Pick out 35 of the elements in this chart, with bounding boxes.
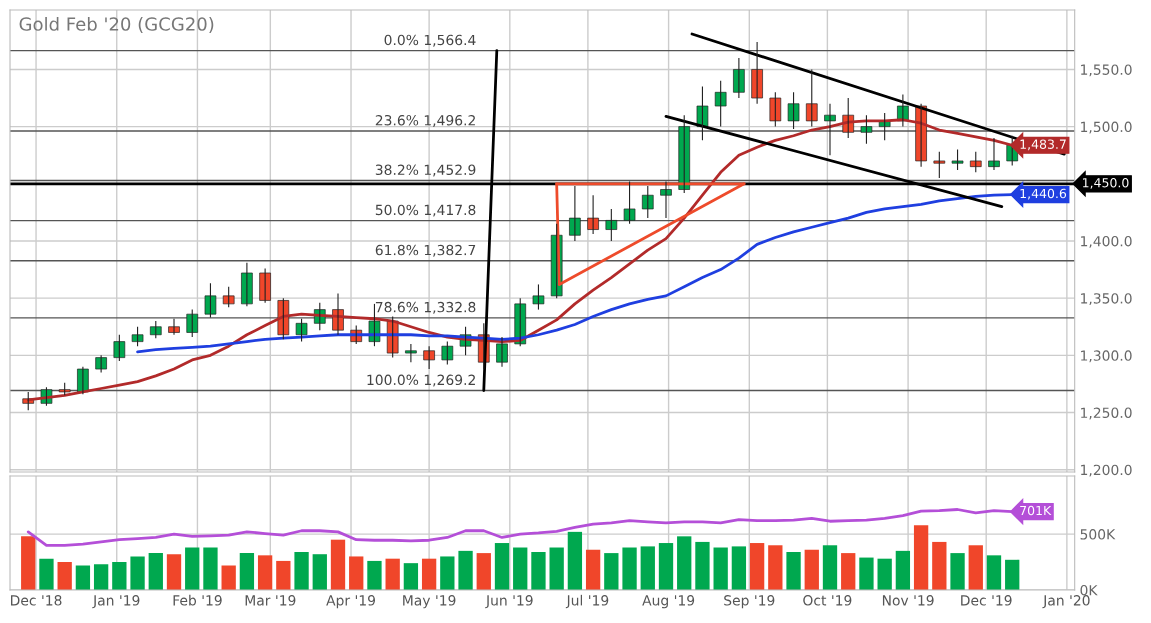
ref-line-label: 0.0% 1,566.4 (384, 34, 476, 47)
y-tick-label: 1,200.0 (1081, 464, 1132, 477)
x-tick-label: Jan '19 (92, 595, 140, 609)
data-label: 1,483.7 (1020, 139, 1066, 151)
ref-line-label: 38.2% 1,452.9 (375, 164, 476, 177)
x-tick-label: Feb '19 (173, 594, 222, 606)
x-tick-label: Jan '20 (1042, 595, 1090, 609)
y-tick-label: 1,250.0 (1081, 407, 1132, 420)
x-tick-label: Mar '19 (245, 595, 296, 606)
data-label: 1,440.6 (1020, 188, 1067, 200)
x-tick-label: Sep '19 (724, 595, 775, 609)
y-tick-label: 0K (1080, 584, 1098, 596)
chart-title: Gold Feb '20 (GCG20) (19, 16, 214, 33)
y-tick-label: 1,550.0 (1081, 64, 1132, 77)
y-tick-label: 1,300.0 (1081, 350, 1132, 363)
x-tick-label: Apr '19 (326, 595, 376, 609)
x-tick-label: May '19 (403, 595, 456, 609)
x-tick-label: Dec '18 (11, 595, 62, 606)
x-tick-label: Jun '19 (485, 595, 533, 609)
y-tick-label: 500K (1080, 529, 1116, 540)
data-label: 701K (1020, 505, 1052, 516)
y-tick-label: 1,350.0 (1081, 293, 1132, 306)
y-tick-label: 1,400.0 (1081, 235, 1132, 248)
ref-line-label: 78.6% 1,332.8 (375, 301, 476, 314)
ref-line-label: 61.8% 1,382.7 (375, 244, 476, 257)
x-tick-label: Aug '19 (642, 595, 695, 609)
x-tick-label: Jul '19 (565, 594, 609, 609)
ref-line-label: 50.0% 1,417.8 (375, 204, 476, 217)
x-tick-label: Nov '19 (882, 595, 934, 606)
y-tick-label: 1,500.0 (1081, 121, 1132, 134)
ref-line-label: 1,450.0 (1083, 177, 1129, 189)
x-tick-label: Dec '19 (961, 595, 1012, 606)
x-tick-label: Oct '19 (803, 595, 852, 606)
ref-line-label: 100.0% 1,269.2 (367, 374, 475, 387)
ref-line-label: 23.6% 1,496.2 (375, 114, 475, 127)
